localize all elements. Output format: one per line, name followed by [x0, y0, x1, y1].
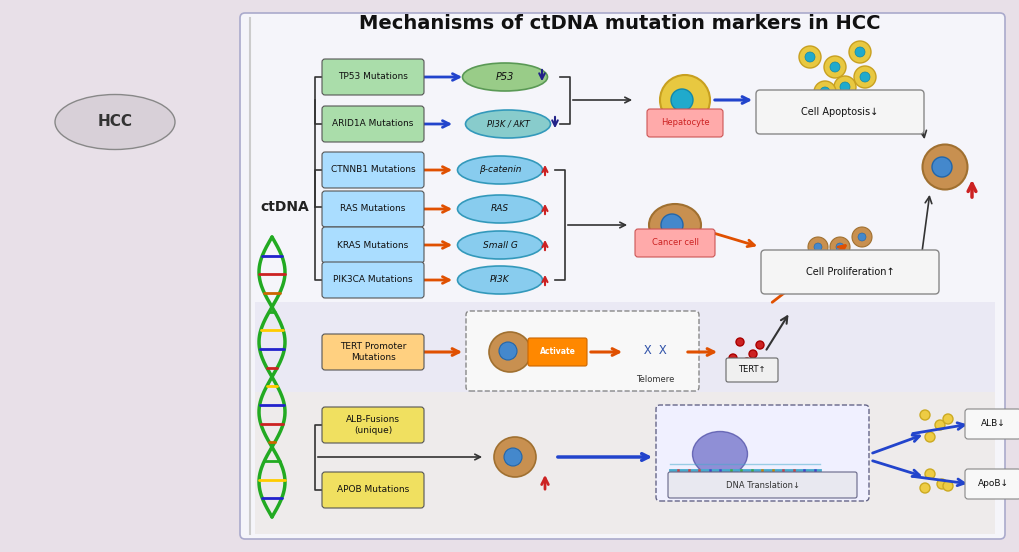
FancyBboxPatch shape: [964, 409, 1019, 439]
Ellipse shape: [819, 87, 829, 97]
Text: PIK3CA Mutations: PIK3CA Mutations: [333, 275, 413, 284]
Ellipse shape: [798, 46, 820, 68]
Ellipse shape: [458, 231, 542, 259]
Ellipse shape: [829, 237, 849, 257]
Ellipse shape: [498, 342, 517, 360]
Text: ALB-Fusions
(unique): ALB-Fusions (unique): [345, 415, 399, 435]
FancyBboxPatch shape: [635, 229, 714, 257]
Ellipse shape: [857, 261, 865, 269]
Text: RAS: RAS: [490, 204, 508, 214]
Circle shape: [943, 414, 952, 424]
Text: Cell Proliferation↑: Cell Proliferation↑: [805, 267, 894, 277]
Ellipse shape: [840, 82, 849, 92]
FancyBboxPatch shape: [322, 59, 424, 95]
Ellipse shape: [503, 448, 522, 466]
Text: ctDNA: ctDNA: [261, 200, 309, 214]
Ellipse shape: [813, 243, 821, 251]
FancyBboxPatch shape: [755, 90, 923, 134]
FancyBboxPatch shape: [322, 152, 424, 188]
Ellipse shape: [804, 52, 814, 62]
Ellipse shape: [823, 56, 845, 78]
FancyBboxPatch shape: [322, 334, 424, 370]
Ellipse shape: [458, 156, 542, 184]
FancyBboxPatch shape: [239, 13, 1004, 539]
FancyBboxPatch shape: [322, 106, 424, 142]
Circle shape: [742, 358, 750, 366]
Text: ARID1A Mutations: ARID1A Mutations: [332, 119, 414, 129]
Ellipse shape: [462, 63, 547, 91]
Circle shape: [924, 432, 934, 442]
Ellipse shape: [55, 94, 175, 150]
Text: KRAS Mutations: KRAS Mutations: [337, 241, 409, 250]
Ellipse shape: [851, 227, 871, 247]
Circle shape: [729, 354, 737, 362]
Circle shape: [748, 350, 756, 358]
Text: PI3K / AKT: PI3K / AKT: [486, 119, 529, 129]
FancyBboxPatch shape: [322, 227, 424, 263]
Ellipse shape: [851, 255, 871, 275]
Text: CTNNB1 Mutations: CTNNB1 Mutations: [330, 166, 415, 174]
FancyBboxPatch shape: [667, 472, 856, 498]
Text: DNA Translation↓: DNA Translation↓: [725, 480, 799, 490]
Ellipse shape: [836, 243, 843, 251]
Text: PI3K: PI3K: [490, 275, 510, 284]
Text: ApoB↓: ApoB↓: [976, 480, 1008, 489]
Text: β-catenin: β-catenin: [478, 166, 521, 174]
Circle shape: [755, 341, 763, 349]
Text: Cancer cell: Cancer cell: [651, 238, 698, 247]
FancyBboxPatch shape: [760, 250, 938, 294]
Ellipse shape: [692, 432, 747, 476]
Text: X X: X X: [643, 343, 665, 357]
Ellipse shape: [458, 266, 542, 294]
Ellipse shape: [493, 437, 535, 477]
FancyBboxPatch shape: [646, 109, 722, 137]
Ellipse shape: [458, 195, 542, 223]
FancyBboxPatch shape: [964, 469, 1019, 499]
Circle shape: [934, 420, 944, 430]
Ellipse shape: [813, 81, 836, 103]
Text: ALB↓: ALB↓: [979, 420, 1005, 428]
Ellipse shape: [836, 263, 843, 271]
Ellipse shape: [829, 257, 849, 277]
Text: HCC: HCC: [98, 114, 132, 130]
Text: P53: P53: [495, 72, 514, 82]
FancyBboxPatch shape: [466, 311, 698, 391]
Ellipse shape: [931, 157, 951, 177]
Circle shape: [919, 483, 929, 493]
Circle shape: [736, 338, 743, 346]
Ellipse shape: [853, 66, 875, 88]
Ellipse shape: [488, 332, 531, 372]
Text: Telomere: Telomere: [635, 375, 674, 385]
Ellipse shape: [921, 145, 967, 189]
Ellipse shape: [648, 204, 700, 246]
FancyBboxPatch shape: [322, 407, 424, 443]
Text: Cell Apoptosis↓: Cell Apoptosis↓: [801, 107, 877, 117]
FancyBboxPatch shape: [655, 405, 868, 501]
Circle shape: [924, 469, 934, 479]
FancyBboxPatch shape: [726, 358, 777, 382]
Ellipse shape: [671, 89, 692, 111]
Text: Mechanisms of ctDNA mutation markers in HCC: Mechanisms of ctDNA mutation markers in …: [359, 14, 879, 34]
Polygon shape: [255, 392, 994, 534]
FancyBboxPatch shape: [322, 472, 424, 508]
Text: RAS Mutations: RAS Mutations: [340, 204, 406, 214]
Text: APOB Mutations: APOB Mutations: [336, 486, 409, 495]
Ellipse shape: [859, 72, 869, 82]
Text: TERT Promoter
Mutations: TERT Promoter Mutations: [339, 342, 406, 362]
FancyBboxPatch shape: [528, 338, 586, 366]
Polygon shape: [255, 302, 994, 534]
FancyBboxPatch shape: [322, 191, 424, 227]
FancyBboxPatch shape: [322, 262, 424, 298]
Text: TERT↑: TERT↑: [738, 365, 765, 374]
Circle shape: [943, 481, 952, 491]
Ellipse shape: [854, 47, 864, 57]
Circle shape: [936, 479, 946, 489]
Ellipse shape: [857, 233, 865, 241]
Text: Small G: Small G: [482, 241, 517, 250]
Ellipse shape: [829, 62, 840, 72]
Text: TP53 Mutations: TP53 Mutations: [337, 72, 408, 82]
Circle shape: [919, 410, 929, 420]
Ellipse shape: [660, 214, 683, 236]
Ellipse shape: [659, 75, 709, 125]
